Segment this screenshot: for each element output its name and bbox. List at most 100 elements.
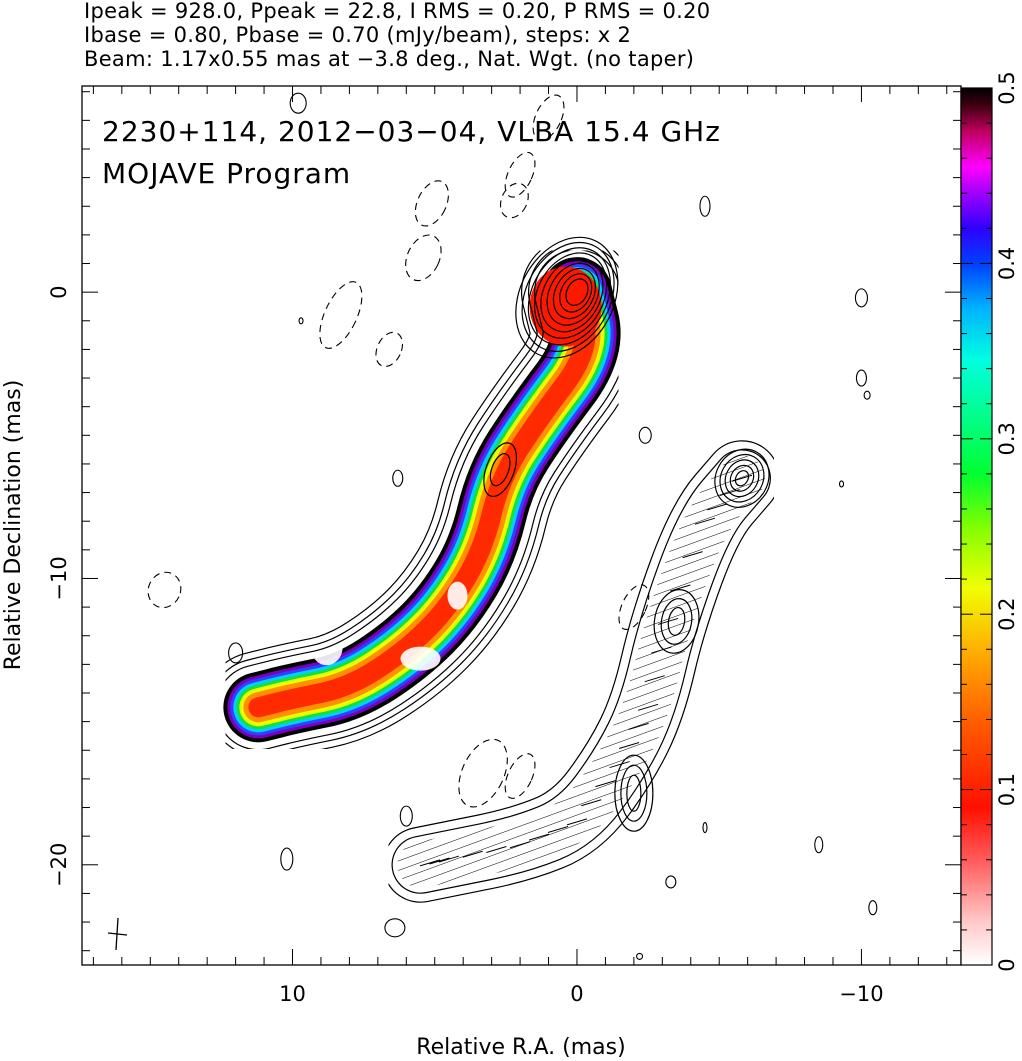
core-contour-1 — [559, 273, 593, 313]
pol-knot3-contour-2 — [614, 754, 654, 832]
knot-contour-1 — [483, 442, 518, 498]
x-axis-title: Relative R.A. (mas) — [416, 1035, 625, 1060]
colorbar-tick-label: 0 — [995, 958, 1019, 971]
pol-vector — [644, 675, 665, 683]
pol-vector — [609, 761, 630, 769]
pol-vector — [429, 857, 450, 865]
pol-vector — [595, 780, 616, 788]
pol-vector — [462, 850, 483, 858]
header-line-3: Beam: 1.17x0.55 mas at −3.8 deg., Nat. W… — [84, 47, 695, 71]
colorbar-tick-label: 0.4 — [995, 247, 1019, 280]
noise-contour-8 — [280, 847, 294, 871]
pol-vector — [486, 846, 507, 853]
negative-contour-1 — [504, 151, 536, 198]
intensity-contour-2 — [215, 249, 629, 751]
pol-vector — [566, 818, 588, 826]
axis-ticks — [82, 86, 961, 965]
pol-vector — [547, 825, 569, 833]
negative-contour-2 — [499, 182, 529, 219]
pol-knot3-contour-1 — [620, 764, 648, 822]
pol-vector — [509, 841, 531, 849]
x-tick-label: 10 — [279, 982, 306, 1006]
noise-contour-18 — [292, 964, 299, 965]
colorbar-ticks — [961, 87, 992, 966]
negative-contour-4 — [405, 234, 442, 282]
noise-contour-11 — [814, 836, 824, 854]
colorbar — [961, 88, 992, 965]
pol-vector — [419, 859, 441, 867]
header-line-1: Ipeak = 928.0, Ppeak = 22.8, I RMS = 0.2… — [84, 0, 711, 23]
noise-contour-1 — [699, 195, 711, 217]
noise-contour-4 — [863, 390, 871, 400]
core-contour-0 — [565, 278, 589, 306]
noise-contour-6 — [392, 469, 404, 487]
x-tick-label: −10 — [839, 982, 883, 1006]
core-contour-8 — [515, 236, 619, 359]
pol-vector — [581, 799, 602, 807]
pol-vector — [651, 646, 672, 654]
noise-contour-3 — [855, 369, 867, 387]
pol-vector — [707, 503, 728, 511]
core-contour-7 — [521, 241, 615, 352]
negative-contour-6 — [375, 331, 404, 368]
colorbar-tick-label: 0.3 — [995, 422, 1019, 455]
pol-knot-contour-2 — [724, 459, 760, 498]
pol-vector — [719, 489, 740, 497]
pol-vector — [731, 474, 753, 482]
header-line-2: Ibase = 0.80, Pbase = 0.70 (mJy/beam), s… — [84, 23, 632, 47]
y-tick-label: 0 — [47, 285, 71, 298]
map-title: 2230+114, 2012−03−04, VLBA 15.4 GHz — [102, 115, 721, 148]
noise-contour-7 — [228, 642, 244, 664]
negative-contour-9 — [504, 753, 536, 799]
colorbar-tick-label: 0.5 — [995, 71, 1019, 104]
noise-contours — [228, 92, 878, 965]
noise-contour-14 — [702, 822, 708, 834]
pol-knot-contour-3 — [719, 453, 765, 503]
noise-contour-16 — [298, 317, 304, 325]
contour-outlines — [202, 236, 642, 764]
noise-contour-17 — [636, 952, 644, 960]
noise-contour-0 — [289, 92, 307, 114]
y-tick-labels: 0 −10 −20 — [47, 285, 71, 886]
map-area — [107, 92, 878, 965]
pol-vector — [637, 703, 659, 711]
pol-vector — [657, 617, 679, 625]
x-tick-label: 0 — [570, 982, 583, 1006]
noise-contour-10 — [384, 918, 406, 938]
noise-contour-13 — [868, 900, 878, 916]
intensity-contours — [202, 236, 780, 903]
core-contour-3 — [546, 262, 600, 326]
pol-vector — [682, 551, 703, 559]
noise-contour-9 — [399, 805, 413, 827]
beam-symbol — [107, 917, 128, 951]
pol-vector — [628, 722, 649, 730]
negative-contour-8 — [458, 738, 508, 808]
y-tick-label: −20 — [47, 843, 71, 887]
negative-contour-5 — [319, 281, 363, 349]
pol-vector — [670, 584, 691, 592]
noise-contour-15 — [838, 480, 845, 488]
core-contour-6 — [527, 247, 611, 346]
pol-knot2-contour-2 — [653, 589, 700, 654]
x-tick-labels: 10 0 −10 — [279, 982, 883, 1006]
y-axis-title: Relative Declination (mas) — [1, 380, 26, 671]
negative-contour-7 — [147, 571, 182, 609]
colorbar-tick-label: 0.1 — [995, 773, 1019, 806]
noise-contour-2 — [854, 288, 868, 308]
pol-vector — [694, 517, 716, 525]
core-contour-4 — [540, 257, 604, 333]
map-subtitle: MOJAVE Program — [102, 157, 351, 190]
core-contour-5 — [534, 252, 608, 339]
pol-vector — [438, 855, 460, 863]
pol-knot3-contour-0 — [626, 774, 642, 812]
negative-contour-3 — [414, 180, 449, 227]
y-tick-label: −10 — [47, 556, 71, 600]
noise-contour-12 — [665, 875, 677, 889]
pol-knot-contour-1 — [729, 464, 755, 492]
colorbar-frame — [960, 87, 993, 966]
noise-contour-5 — [638, 426, 652, 444]
knot-contour-0 — [489, 453, 511, 487]
colorbar-tick-label: 0.2 — [995, 597, 1019, 630]
polarization-vectors — [419, 474, 753, 867]
